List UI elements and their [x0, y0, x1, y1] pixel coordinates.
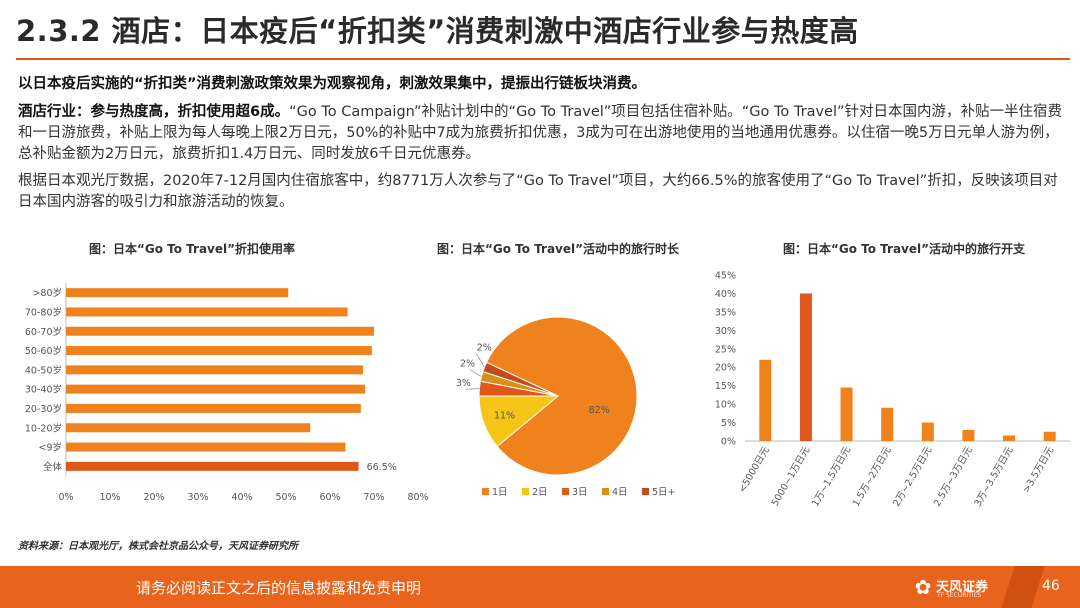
slice-label: 3% — [456, 378, 471, 389]
y-tick-label: 10% — [715, 400, 736, 411]
x-tick-label: 80% — [407, 492, 428, 503]
trip-spending-chart: 图：日本“Go To Travel”活动中的旅行开支 0% 5% 10% 15% 20% 2… — [715, 241, 1070, 509]
discount-usage-chart: 图：日本“Go To Travel”折扣使用率 >80岁 70-80岁 60-70岁 5… — [25, 241, 429, 503]
chart-title: 图：日本“Go To Travel”活动中的旅行时长 — [437, 241, 680, 256]
legend-swatch — [602, 488, 609, 495]
category-label: <5000日元 — [737, 445, 772, 495]
y-tick-label: 20% — [715, 363, 736, 374]
x-tick-label: 50% — [275, 492, 296, 503]
category-label: 20-30岁 — [25, 403, 62, 415]
legend-label: 4日 — [612, 487, 628, 498]
y-tick-label: 35% — [715, 307, 736, 318]
company-logo: ✿ 天风证券 TF SECURITIES — [912, 574, 1000, 602]
bar — [66, 461, 359, 471]
category-label: 5000~1万日元 — [770, 445, 813, 509]
bar — [66, 365, 363, 375]
y-tick-label: 15% — [715, 381, 736, 392]
y-tick-label: 40% — [715, 289, 736, 300]
pie-slice — [482, 361, 559, 397]
page-title: 2.3.2 酒店：日本疫后“折扣类”消费刺激中酒店行业参与热度高 — [16, 14, 859, 48]
bar — [66, 423, 311, 433]
x-tick-label: 40% — [231, 492, 252, 503]
chart-title: 图：日本“Go To Travel”折扣使用率 — [89, 241, 295, 256]
legend-label: 3日 — [572, 487, 588, 498]
category-label: 2万~2.5万日元 — [891, 445, 934, 509]
leader-line — [465, 388, 480, 390]
hotel-paragraph-lead: 酒店行业：参与热度高，折扣使用超6成。 — [18, 104, 290, 120]
category-label: 2.5万~3万日元 — [932, 445, 975, 509]
leader-line — [469, 369, 482, 377]
trip-duration-pie-chart: 图：日本“Go To Travel”活动中的旅行时长 82% 11% 3% 2%2% 1日… — [437, 241, 680, 498]
slice-label: 2% — [460, 359, 475, 370]
bar — [66, 403, 361, 413]
category-label: 全体 — [43, 461, 63, 473]
category-label: 40-50岁 — [25, 364, 62, 376]
category-label: 3万~3.5万日元 — [973, 445, 1016, 509]
legend-swatch — [482, 488, 489, 495]
category-label: 60-70岁 — [25, 326, 62, 338]
legend-swatch — [642, 488, 649, 495]
logo-english: TF SECURITIES — [937, 592, 982, 599]
bar — [759, 359, 772, 441]
category-label: 1万~1.5万日元 — [810, 445, 853, 509]
hotel-paragraph: 酒店行业：参与热度高，折扣使用超6成。“Go To Campaign”补贴计划中… — [18, 102, 1068, 165]
slice-label: 2% — [477, 343, 492, 354]
category-label: <9岁 — [38, 442, 62, 454]
bar — [881, 407, 894, 441]
category-label: 10-20岁 — [25, 422, 62, 434]
x-tick-label: 0% — [58, 492, 73, 503]
category-label: 1.5万~2万日元 — [851, 445, 894, 509]
legend-swatch — [562, 488, 569, 495]
tf-flower-icon: ✿ — [914, 575, 932, 599]
category-label: 50-60岁 — [25, 345, 62, 357]
x-tick-label: 70% — [363, 492, 384, 503]
bar — [799, 293, 812, 441]
data-label: 66.5% — [367, 462, 397, 473]
bar — [840, 387, 853, 441]
bar — [1003, 435, 1016, 441]
y-tick-label: 25% — [715, 344, 736, 355]
legend-label: 5日+ — [652, 487, 676, 498]
bar — [1043, 431, 1056, 441]
y-tick-label: 30% — [715, 326, 736, 337]
hotel-paragraph-body: “Go To Campaign”补贴计划中的“Go To Travel”项目包括… — [18, 104, 1062, 162]
pie-slice — [485, 316, 638, 476]
x-tick-label: 60% — [319, 492, 340, 503]
bar — [921, 422, 934, 441]
logo-name: 天风证券 — [936, 580, 989, 595]
category-label: 30-40岁 — [25, 384, 62, 396]
legend-label: 2日 — [532, 487, 548, 498]
slice-label: 11% — [494, 410, 515, 421]
y-tick-label: 45% — [715, 271, 736, 282]
bar — [962, 429, 975, 441]
bar — [66, 288, 289, 298]
title-divider — [16, 58, 1070, 60]
bar — [66, 384, 366, 394]
x-tick-label: 10% — [99, 492, 120, 503]
data-paragraph: 根据日本观光厅数据，2020年7-12月国内住宿旅客中，约8771万人次参与了“… — [18, 173, 1058, 210]
bar — [66, 346, 372, 356]
footer-stripe — [1001, 566, 1045, 608]
leader-line — [476, 353, 485, 368]
bar — [66, 307, 348, 317]
legend-swatch — [522, 488, 529, 495]
category-label: 70-80岁 — [25, 306, 62, 318]
x-tick-label: 20% — [143, 492, 164, 503]
y-tick-label: 5% — [721, 418, 736, 429]
bar — [66, 326, 374, 336]
x-tick-label: 30% — [187, 492, 208, 503]
slice-label: 82% — [589, 405, 610, 416]
disclaimer-text: 请务必阅读正文之后的信息披露和免责申明 — [136, 579, 422, 597]
legend-label: 1日 — [492, 487, 508, 498]
page-number: 46 — [1042, 578, 1060, 594]
source-note: 资料来源：日本观光厅，株式会社京品公众号，天风证券研究所 — [18, 541, 298, 552]
category-label: >80岁 — [32, 287, 62, 299]
chart-title: 图：日本“Go To Travel”活动中的旅行开支 — [783, 241, 1026, 256]
summary-paragraph: 以日本疫后实施的“折扣类”消费刺激政策效果为观察视角，刺激效果集中，提振出行链板… — [18, 76, 647, 92]
footer-bar: 请务必阅读正文之后的信息披露和免责申明 ✿ 天风证券 TF SECURITIES… — [0, 566, 1080, 608]
bar — [66, 442, 346, 452]
y-tick-label: 0% — [721, 437, 736, 448]
category-label: >3.5万日元 — [1021, 445, 1057, 496]
